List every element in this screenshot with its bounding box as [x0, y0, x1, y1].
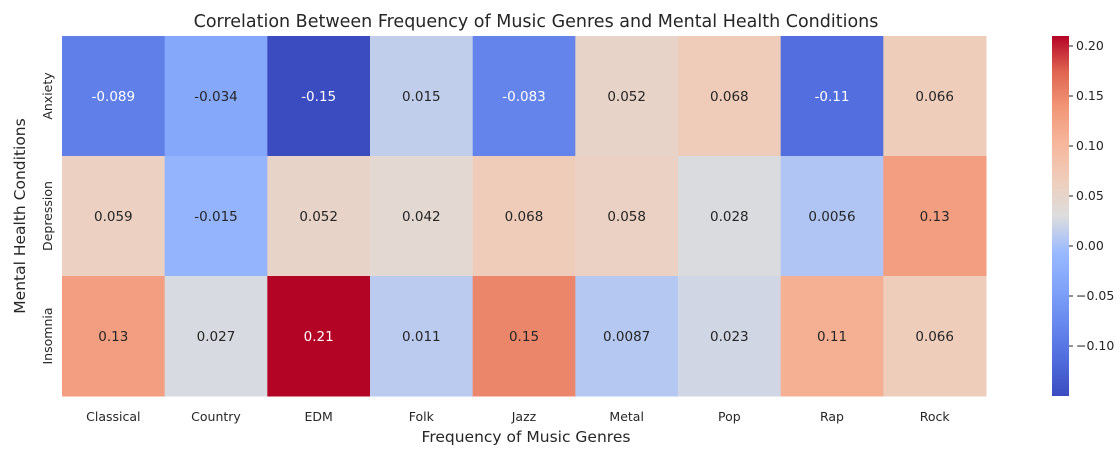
- x-tick-label: Jazz: [511, 409, 537, 424]
- colorbar-tick-label: −0.10: [1076, 338, 1114, 353]
- heatmap-cell: [575, 36, 679, 157]
- cell-label: 0.21: [304, 329, 334, 345]
- colorbar-tick-label: −0.05: [1076, 288, 1114, 303]
- cell-label: 0.068: [505, 209, 544, 225]
- colorbar-tick-label: 0.00: [1076, 238, 1104, 253]
- x-tick-label: Rock: [920, 409, 951, 424]
- heatmap-cell: [267, 156, 371, 277]
- heatmap-cell: [370, 156, 474, 277]
- colorbar-tick-label: 0.15: [1076, 88, 1104, 103]
- colorbar: 0.20 0.15 0.10 0.05 0.00 −0.05 −0.10: [1052, 36, 1114, 396]
- cell-label: 0.13: [98, 329, 128, 345]
- y-tick-labels: Anxiety Depression Insomnia: [40, 72, 55, 365]
- heatmap-cell: [575, 156, 679, 277]
- cell-label: 0.15: [509, 329, 539, 345]
- colorbar-tick-label: 0.05: [1076, 188, 1104, 203]
- cell-label: 0.011: [402, 329, 441, 345]
- heatmap-cell: [472, 276, 576, 397]
- heatmap-cell: [780, 156, 884, 277]
- heatmap-cell: [164, 36, 268, 157]
- x-tick-labels: Classical Country EDM Folk Jazz Metal Pop Rap Ro…: [86, 409, 950, 424]
- cell-label: 0.042: [402, 209, 441, 225]
- x-tick-label: Classical: [86, 409, 140, 424]
- cell-label: 0.068: [710, 89, 749, 105]
- heatmap-cell: [267, 276, 371, 397]
- x-axis-label: Frequency of Music Genres: [422, 428, 631, 446]
- heatmap-cell: [575, 276, 679, 397]
- y-tick-label: Insomnia: [40, 307, 55, 364]
- heatmap-cell: [678, 276, 782, 397]
- heatmap-cell: [267, 36, 371, 157]
- x-tick-label: Pop: [718, 409, 741, 424]
- cell-label: -0.11: [815, 89, 850, 105]
- cell-label: -0.15: [301, 89, 336, 105]
- heatmap-cell: [164, 156, 268, 277]
- cell-label: 0.13: [920, 209, 950, 225]
- cell-label: 0.052: [299, 209, 338, 225]
- heatmap-cell: [678, 156, 782, 277]
- heatmap-cell: [883, 36, 987, 157]
- x-tick-label: Metal: [609, 409, 644, 424]
- heatmap-cell: [883, 156, 987, 277]
- y-tick-label: Depression: [40, 181, 55, 251]
- colorbar-tick-label: 0.10: [1076, 138, 1104, 153]
- cell-label: 0.11: [817, 329, 847, 345]
- y-axis-label: Mental Health Conditions: [11, 118, 29, 313]
- colorbar-gradient: [1052, 36, 1069, 396]
- cell-label: 0.059: [94, 209, 133, 225]
- heatmap-cell: [678, 36, 782, 157]
- heatmap-cell: [164, 276, 268, 397]
- cell-label: 0.066: [915, 89, 954, 105]
- cell-label: -0.034: [194, 89, 238, 105]
- cell-label: 0.0087: [603, 329, 650, 345]
- heatmap-cell: [472, 36, 576, 157]
- colorbar-tick-label: 0.20: [1076, 38, 1104, 53]
- x-tick-label: Folk: [409, 409, 435, 424]
- chart-title: Correlation Between Frequency of Music G…: [194, 12, 879, 32]
- cell-label: 0.0056: [808, 209, 855, 225]
- cell-label: 0.023: [710, 329, 749, 345]
- cell-label: 0.015: [402, 89, 441, 105]
- heatmap-cell: [883, 276, 987, 397]
- cell-label: 0.058: [607, 209, 646, 225]
- cell-label: 0.052: [607, 89, 646, 105]
- heatmap-cell: [370, 36, 474, 157]
- heatmap-cells: -0.089 -0.034 -0.15 0.015 -0.083 0.052 0.068 -0…: [62, 36, 987, 397]
- heatmap-cell: [370, 276, 474, 397]
- cell-label: -0.089: [92, 89, 136, 105]
- cell-label: 0.028: [710, 209, 749, 225]
- cell-label: 0.066: [915, 329, 954, 345]
- cell-label: 0.027: [197, 329, 236, 345]
- heatmap-cell: [780, 36, 884, 157]
- x-tick-label: Rap: [820, 409, 844, 424]
- x-tick-label: Country: [191, 409, 241, 424]
- heatmap-cell: [472, 156, 576, 277]
- heatmap-cell: [62, 276, 166, 397]
- heatmap-cell: [62, 156, 166, 277]
- cell-label: -0.015: [194, 209, 238, 225]
- heatmap-cell: [62, 36, 166, 157]
- x-tick-label: EDM: [305, 409, 333, 424]
- cell-label: -0.083: [502, 89, 546, 105]
- heatmap-cell: [780, 276, 884, 397]
- y-tick-label: Anxiety: [40, 72, 55, 120]
